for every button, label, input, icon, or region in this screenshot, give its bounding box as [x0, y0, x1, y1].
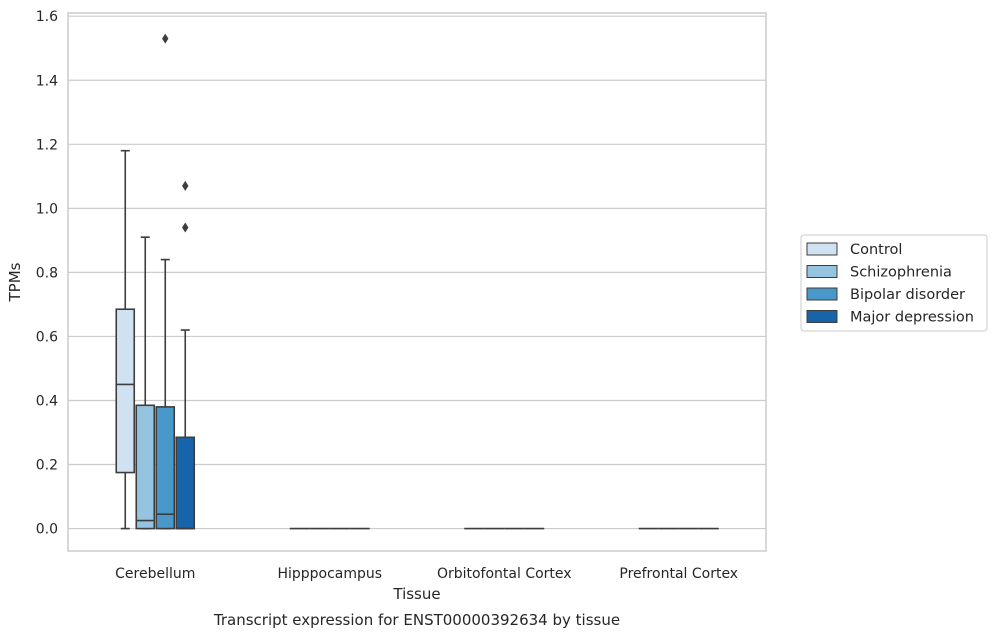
y-tick-labels: 0.0 0.2 0.4 0.6 0.8 1.0 1.2 1.4 1.6 [36, 9, 58, 537]
legend-label: Control [850, 242, 902, 258]
outlier-point [182, 180, 189, 191]
legend-swatch [806, 242, 838, 256]
legend: Control Schizophrenia Bipolar disorder Majo… [800, 234, 988, 332]
chart-caption: Transcript expression for ENST0000039263… [213, 611, 620, 629]
outlier-point [162, 33, 169, 44]
y-tick-label: 1.0 [36, 201, 58, 217]
box-0-3 [175, 180, 196, 530]
legend-frame [800, 234, 988, 332]
y-tick-label: 1.2 [36, 137, 58, 153]
box-0-2 [155, 33, 176, 530]
outlier-point [182, 222, 189, 233]
legend-label: Major depression [850, 310, 974, 326]
y-tick-label: 0.2 [36, 458, 58, 474]
y-tick-label: 1.4 [36, 73, 58, 89]
y-tick-label: 0.8 [36, 265, 58, 281]
x-tick-labels: Cerebellum Hipppocampus Orbitofontal Corte… [115, 566, 738, 582]
plot-frame [67, 12, 767, 552]
legend-swatch [806, 287, 838, 301]
box-body [135, 404, 156, 530]
box-0-1 [135, 236, 156, 530]
y-tick-label: 0.0 [36, 522, 58, 538]
y-axis-label: TPMs [6, 262, 24, 302]
y-tick-label: 0.6 [36, 329, 58, 345]
x-tick-label: Prefrontal Cortex [619, 566, 738, 582]
box-body [115, 308, 136, 474]
y-tick-label: 0.4 [36, 393, 58, 409]
legend-label: Schizophrenia [850, 265, 952, 281]
x-tick-label: Cerebellum [115, 566, 195, 582]
legend-label: Bipolar disorder [850, 287, 965, 303]
legend-swatch [806, 310, 838, 323]
x-axis-label: Tissue [392, 585, 440, 603]
x-tick-label: Hipppocampus [277, 566, 382, 582]
box-plot-marks [115, 33, 719, 530]
x-tick-label: Orbitofontal Cortex [437, 566, 572, 582]
box-0-0 [115, 149, 136, 530]
box-body [155, 406, 176, 530]
y-tick-label: 1.6 [36, 9, 58, 25]
box-body [175, 436, 196, 530]
legend-swatch [806, 265, 838, 278]
